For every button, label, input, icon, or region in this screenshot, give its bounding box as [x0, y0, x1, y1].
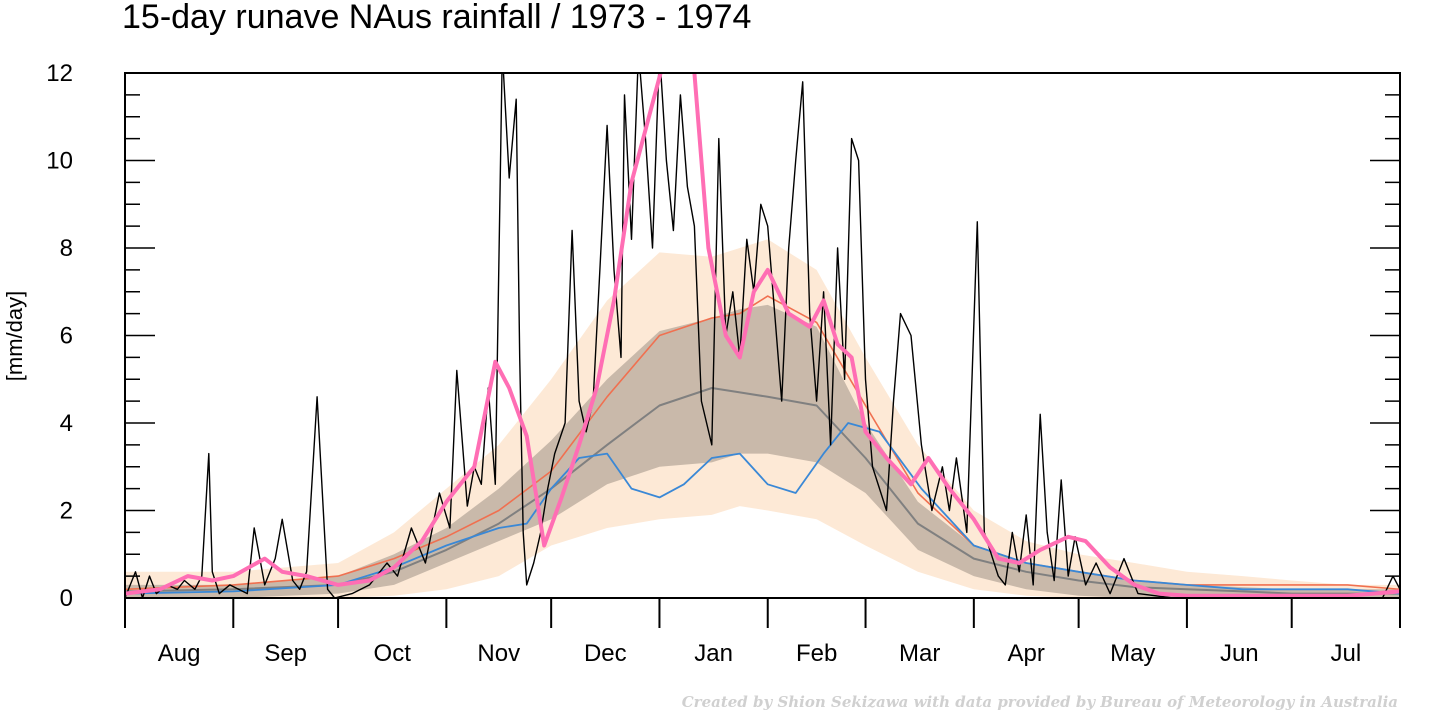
y-tick-label: 10	[46, 148, 73, 175]
x-tick-label: Jan	[694, 640, 733, 667]
x-tick-label: Apr	[1008, 640, 1045, 667]
daily-rainfall-line	[125, 73, 1400, 598]
x-tick-label: Sep	[264, 640, 307, 667]
median-line	[125, 387, 1400, 595]
x-tick-label: Dec	[584, 640, 627, 667]
x-tick-label: Feb	[796, 640, 837, 667]
credit-text: Created by Shion Sekizawa with data prov…	[682, 693, 1398, 711]
y-axis-title: [mm/day]	[2, 291, 27, 381]
y-tick-label: 12	[46, 60, 73, 87]
x-tick-label: Mar	[899, 640, 940, 667]
y-tick-label: 4	[60, 410, 73, 437]
x-tick-label: Oct	[374, 640, 412, 667]
y-tick-label: 8	[60, 235, 73, 262]
chart-title: 15-day runave NAus rainfall / 1973 - 197…	[122, 0, 751, 36]
y-tick-label: 6	[60, 323, 73, 350]
x-tick-label: Jul	[1331, 640, 1362, 667]
plot-area	[125, 73, 1400, 598]
y-tick-label: 2	[60, 498, 73, 525]
other-year-line	[125, 422, 1400, 595]
series-group	[125, 73, 1400, 598]
x-tick-label: Nov	[477, 640, 520, 667]
x-tick-label: Jun	[1220, 640, 1259, 667]
axes: 0 2 4 6 8 10 12 Aug Sep Oct Nov Dec Jan Feb Mar Apr May J…	[46, 60, 1401, 667]
inner-percentile-band	[125, 304, 1400, 598]
x-tick-label: Aug	[158, 640, 201, 667]
running-average-line	[125, 73, 1400, 598]
y-tick-label: 0	[60, 585, 73, 612]
x-tick-label: May	[1110, 640, 1155, 667]
